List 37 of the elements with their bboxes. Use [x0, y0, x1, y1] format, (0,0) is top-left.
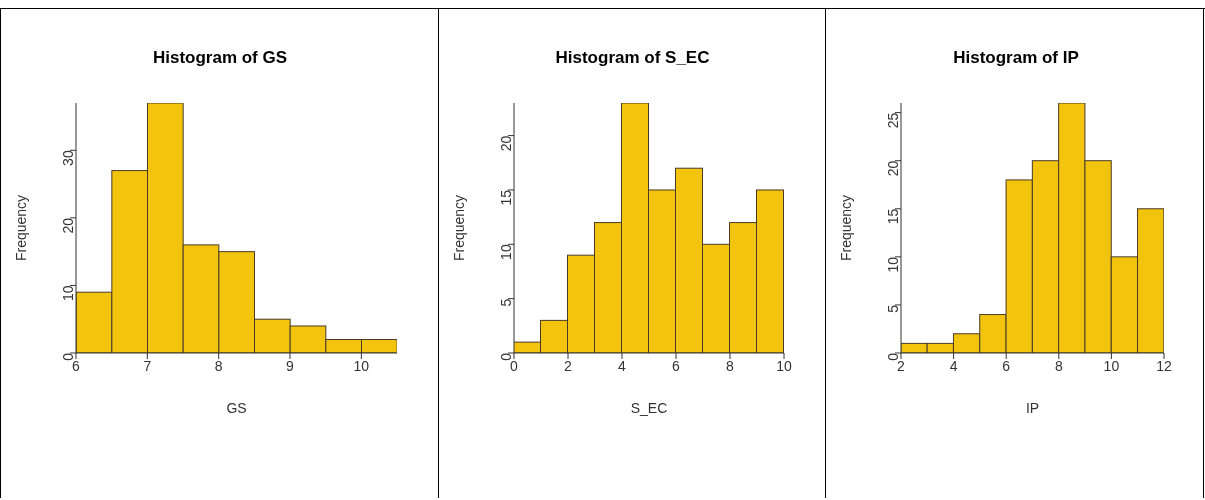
x-tick-label: 8 [1054, 357, 1063, 374]
x-tick-label: 4 [618, 357, 627, 374]
chart-title: Histogram of S_EC [554, 48, 711, 68]
x-axis-title: S_EC [630, 400, 668, 416]
x-axis-title: IP [1025, 400, 1040, 416]
y-tick-label: 10 [59, 285, 76, 302]
y-tick-label: 25 [884, 112, 901, 129]
x-tick-label: 4 [949, 357, 958, 374]
y-axis-title: Frequency [12, 194, 29, 262]
x-tick-label: 2 [564, 357, 573, 374]
x-tick-label: 10 [353, 357, 370, 374]
x-tick-label: 9 [286, 357, 295, 374]
y-tick-label: 15 [884, 208, 901, 225]
y-tick-label: 20 [497, 135, 514, 152]
y-tick-label: 10 [497, 244, 514, 260]
y-axis-title: Frequency [450, 194, 467, 262]
x-tick-label: 7 [143, 357, 152, 374]
x-tick-label: 6 [1002, 357, 1011, 374]
y-tick-label: 20 [59, 217, 76, 234]
y-tick-label: 15 [497, 189, 514, 206]
chart-title: Histogram of IP [952, 48, 1080, 68]
y-tick-label: 20 [884, 160, 901, 177]
y-tick-label: 30 [59, 150, 76, 166]
x-tick-label: 12 [1156, 357, 1172, 374]
y-tick-label: 10 [884, 256, 901, 273]
x-tick-label: 8 [214, 357, 223, 374]
y-tick-label: 5 [497, 298, 514, 307]
y-axis-title: Frequency [837, 194, 854, 262]
x-tick-label: 6 [672, 357, 681, 374]
y-tick-label: 5 [884, 304, 901, 313]
x-tick-label: 10 [776, 357, 792, 374]
x-tick-label: 6 [72, 357, 81, 374]
x-tick-label: 10 [1103, 357, 1120, 374]
x-axis-title: GS [226, 400, 247, 416]
x-tick-label: 2 [897, 357, 906, 374]
x-tick-label: 8 [726, 357, 735, 374]
chart-title: Histogram of GS [151, 48, 289, 68]
